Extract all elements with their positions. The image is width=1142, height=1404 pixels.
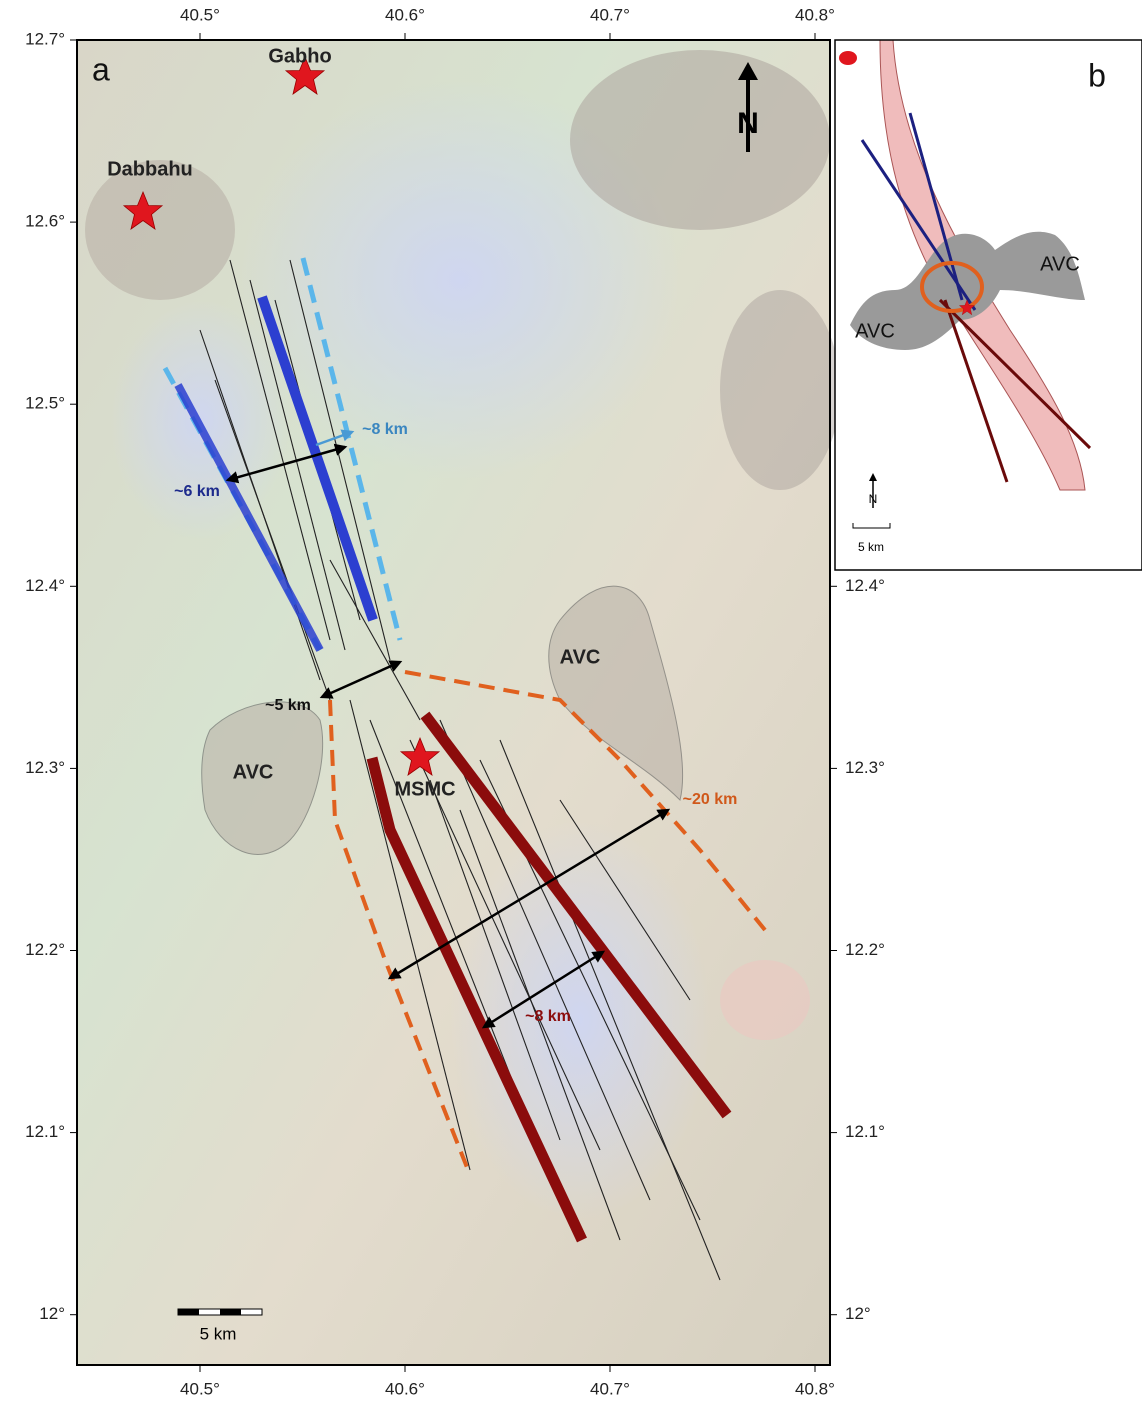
scale-label: 5 km: [200, 1324, 237, 1343]
north-label: N: [737, 107, 759, 140]
panel-label: b: [1088, 57, 1106, 93]
y-tick-label: 12°: [845, 1304, 871, 1323]
x-tick-label: 40.5°: [180, 5, 220, 24]
place-label: MSMC: [394, 778, 455, 800]
x-tick-label: 40.6°: [385, 5, 425, 24]
highland: [570, 50, 830, 230]
unit-label: AVC: [855, 320, 895, 342]
y-tick-label: 12.4°: [25, 576, 65, 595]
marker-dot: [839, 51, 857, 65]
map-a: a Gabho Dabbahu MSMC AVC AVC ~8 km ~6 km…: [25, 5, 885, 1398]
distance-label: ~8 km: [525, 1008, 571, 1025]
y-tick-label: 12.1°: [845, 1122, 885, 1141]
x-tick-label: 40.8°: [795, 5, 835, 24]
unit-label: AVC: [560, 646, 601, 668]
north-label: N: [869, 492, 878, 506]
x-tick-label: 40.7°: [590, 1379, 630, 1398]
y-tick-label: 12.6°: [25, 212, 65, 231]
volcano: [720, 960, 810, 1040]
unit-label: AVC: [1040, 253, 1080, 275]
distance-label: ~5 km: [265, 697, 311, 714]
x-tick-label: 40.6°: [385, 1379, 425, 1398]
x-tick-label: 40.7°: [590, 5, 630, 24]
panel-label: a: [92, 51, 110, 87]
y-tick-label: 12.7°: [25, 29, 65, 48]
place-label: Dabbahu: [107, 158, 193, 180]
y-tick-label: 12.2°: [845, 940, 885, 959]
y-tick-label: 12.4°: [845, 576, 885, 595]
figure: a Gabho Dabbahu MSMC AVC AVC ~8 km ~6 km…: [0, 0, 1142, 1404]
volcano: [85, 160, 235, 300]
distance-label: ~6 km: [174, 483, 220, 500]
y-tick-label: 12°: [39, 1304, 65, 1323]
place-label: Gabho: [268, 45, 331, 67]
distance-label: ~8 km: [362, 421, 408, 438]
unit-label: AVC: [233, 761, 274, 783]
scale-label: 5 km: [858, 540, 884, 554]
x-tick-label: 40.5°: [180, 1379, 220, 1398]
y-tick-label: 12.2°: [25, 940, 65, 959]
x-tick-label: 40.8°: [795, 1379, 835, 1398]
y-tick-label: 12.3°: [25, 758, 65, 777]
highland: [720, 290, 840, 490]
y-tick-label: 12.1°: [25, 1122, 65, 1141]
y-tick-label: 12.3°: [845, 758, 885, 777]
distance-label: ~20 km: [683, 791, 738, 808]
map-b: b AVC AVC N 5 km: [835, 40, 1142, 570]
y-tick-label: 12.5°: [25, 394, 65, 413]
